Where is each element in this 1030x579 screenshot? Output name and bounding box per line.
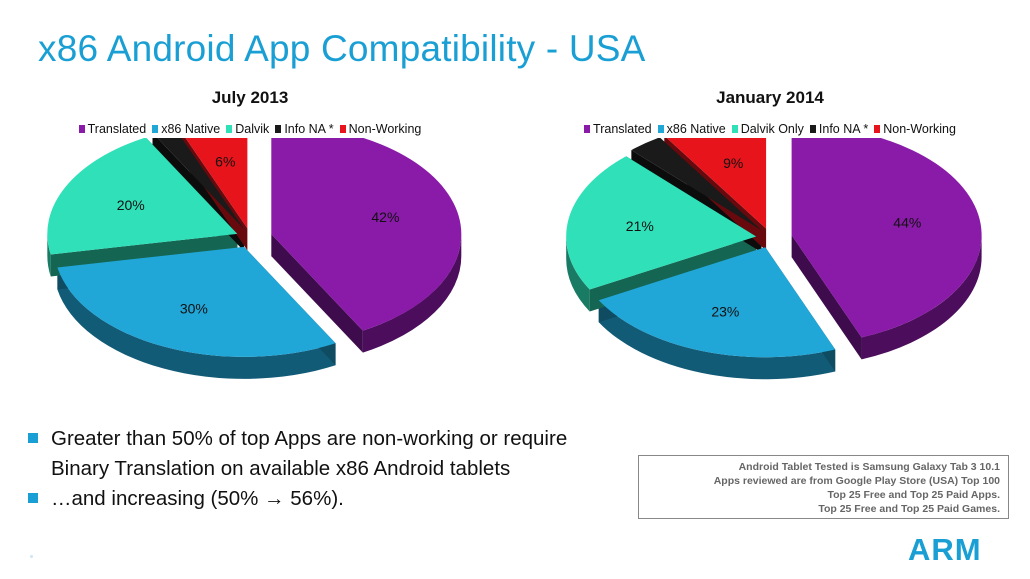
legend-item-x86-native: x86 Native: [152, 122, 220, 136]
legend-item-translated: Translated: [78, 122, 147, 136]
pie-slice-non-working: [666, 138, 767, 229]
legend-item-translated: Translated: [584, 122, 652, 136]
legend-label: Info NA *: [284, 122, 334, 136]
pie-slice-non-working: [185, 138, 248, 229]
legend-swatch: [809, 125, 816, 133]
pie-slice-side-1: [57, 267, 336, 379]
pie-data-label: 9%: [723, 155, 743, 171]
legend-swatch: [275, 125, 282, 133]
bullet-item: Greater than 50% of top Apps are non-wor…: [28, 424, 567, 454]
bullet-square-icon: [28, 493, 38, 503]
legend-label: Translated: [593, 122, 652, 136]
pie-slice-info-na: [631, 138, 762, 231]
legend-label: x86 Native: [161, 122, 221, 136]
legend-label: Non-Working: [883, 122, 956, 136]
pie-slice-x86-native: [57, 246, 336, 357]
legend-label: x86 Native: [666, 122, 726, 136]
footnote-box: Android Tablet Tested is Samsung Galaxy …: [638, 455, 1009, 519]
pie-slice-translated: [791, 138, 982, 338]
legend-item-non-working: Non-Working: [874, 122, 956, 136]
pie-data-label: 20%: [117, 197, 145, 213]
pie-slice-x86-native: [598, 247, 836, 358]
pie-data-label: 44%: [893, 214, 921, 230]
legend-swatch: [584, 125, 591, 133]
bullet-item: …and increasing (50% → 56%).: [28, 484, 567, 514]
legend-item-info-na: Info NA *: [809, 122, 869, 136]
bullet-text: Greater than 50% of top Apps are non-wor…: [51, 427, 568, 450]
legend-label: Non-Working: [348, 122, 422, 136]
footnote-line: Top 25 Free and Top 25 Paid Apps.: [827, 489, 1000, 501]
legend-swatch: [874, 125, 881, 133]
pie-chart-svg: 42%30%20%2%6%: [47, 138, 462, 379]
pie-slice-side-0: [861, 235, 982, 360]
pie-top-faces: [47, 138, 462, 357]
pie-slice-side-0: [362, 234, 462, 353]
legend-swatch: [226, 125, 233, 133]
pie-slice-dalvik-only: [566, 156, 757, 290]
pie-slice-side-2: [566, 236, 590, 312]
pie-slice-translated: [271, 138, 462, 331]
legend-swatch: [78, 125, 85, 133]
chart-january-2014: January 2014 Translated x86 Native Dalvi…: [520, 88, 1020, 408]
pie-chart-svg: 44%23%21%3%9%: [566, 138, 982, 380]
legend-label: Translated: [87, 122, 147, 136]
bullet-text: …and increasing (50% → 56%).: [51, 487, 344, 510]
pie-slice-dalvik: [47, 138, 238, 255]
page-title: x86 Android App Compatibility - USA: [38, 28, 646, 69]
pie-data-label: 30%: [180, 301, 208, 317]
chart-july-2013: July 2013 Translated x86 Native Dalvik I…: [0, 88, 500, 408]
legend-label: Dalvik: [235, 122, 270, 136]
pie-data-label: 42%: [371, 209, 399, 225]
bullet-square-icon: [28, 433, 38, 443]
legend-label: Dalvik Only: [740, 122, 804, 136]
chart-title: July 2013: [211, 88, 289, 107]
bullet-continuation: Binary Translation on available x86 Andr…: [51, 457, 511, 480]
pie-labels: 44%23%21%3%9%: [626, 155, 922, 319]
pie-slice-edge-0: [271, 234, 363, 353]
legend-label: Info NA *: [818, 122, 869, 136]
pie-data-label: 6%: [215, 153, 235, 169]
pie-slice-side-2: [47, 233, 51, 277]
legend-item-non-working: Non-Working: [339, 122, 422, 136]
pie-slice-side-1: [598, 300, 836, 380]
footnote-line: Apps reviewed are from Google Play Store…: [713, 475, 1000, 487]
legend-item-x86-native: x86 Native: [657, 122, 726, 136]
chart-title: January 2014: [716, 88, 824, 107]
pie-slice-edge-0: [791, 235, 862, 360]
legend-item-dalvik-only: Dalvik Only: [731, 122, 804, 136]
footnote-line: Top 25 Free and Top 25 Paid Games.: [818, 503, 1000, 515]
arm-logo: ARM: [908, 532, 982, 567]
pie-top-faces: [566, 138, 982, 358]
legend-swatch: [152, 125, 159, 133]
legend-swatch: [657, 125, 664, 133]
legend-item-info-na: Info NA *: [275, 122, 334, 136]
footnote-line: Android Tablet Tested is Samsung Galaxy …: [738, 461, 1000, 473]
decorative-dot: [30, 555, 33, 558]
legend-swatch: [339, 125, 346, 133]
pie-labels: 42%30%20%2%6%: [117, 153, 400, 317]
pie-data-label: 21%: [626, 218, 654, 234]
chart-legend: Translated x86 Native Dalvik Info NA * N…: [0, 122, 500, 136]
chart-legend: Translated x86 Native Dalvik Only Info N…: [520, 122, 1020, 136]
pie-slice-info-na: [157, 138, 245, 230]
pie-data-label: 23%: [711, 303, 739, 319]
legend-swatch: [731, 125, 738, 133]
bullet-list: Greater than 50% of top Apps are non-wor…: [28, 424, 567, 514]
legend-item-dalvik: Dalvik: [226, 122, 269, 136]
